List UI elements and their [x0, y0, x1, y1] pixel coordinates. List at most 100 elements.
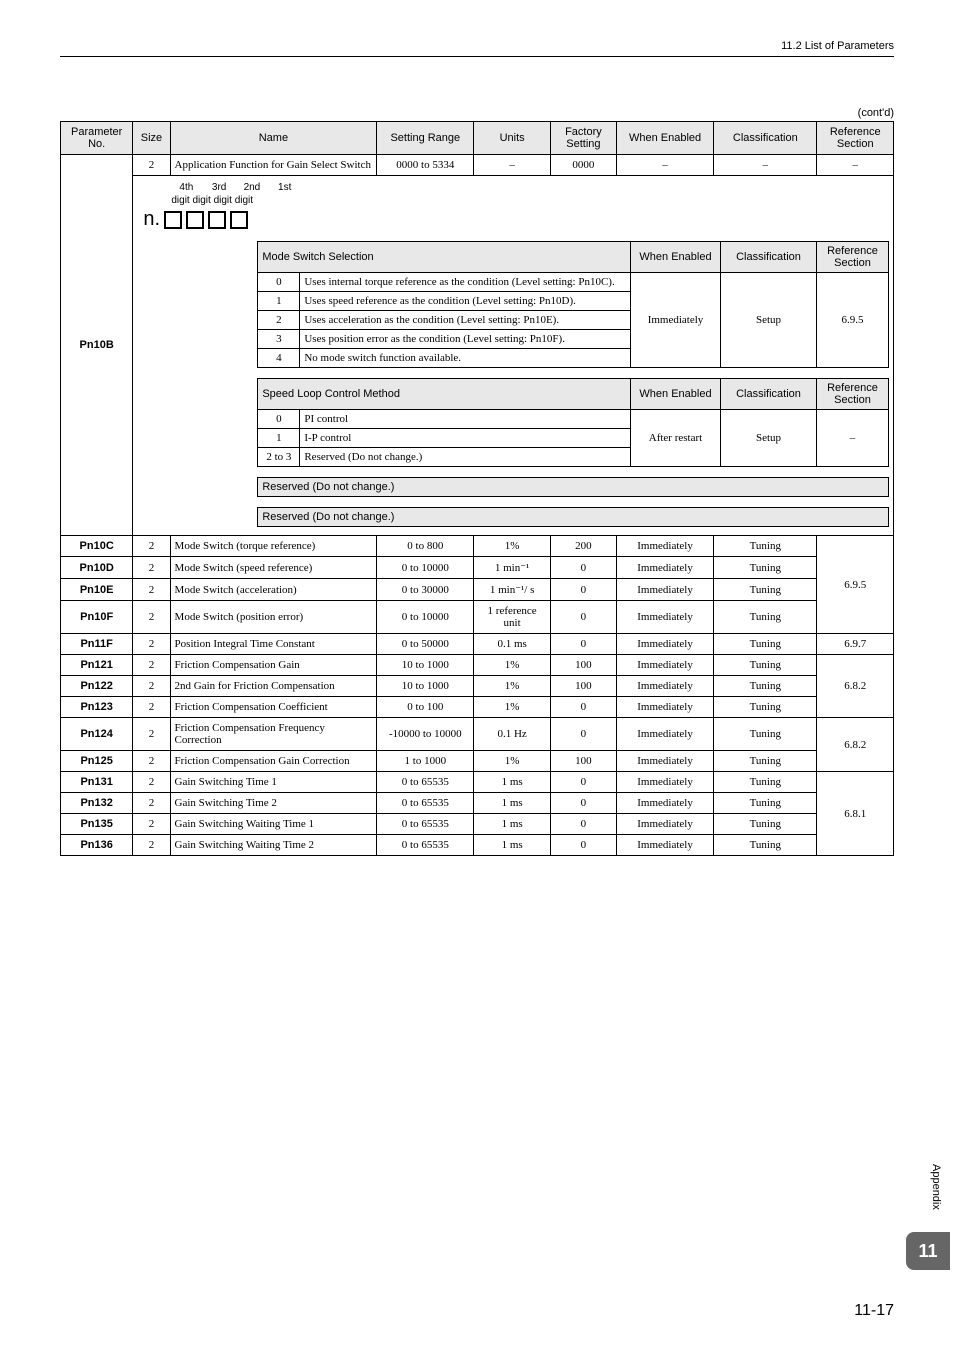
- digit-box: [230, 211, 248, 229]
- ms-when: Immediately: [631, 273, 721, 368]
- ms-key: 0: [258, 273, 300, 292]
- n-prefix: n.: [143, 208, 160, 231]
- digit-box: [186, 211, 204, 229]
- factory-cell: 200: [550, 536, 616, 557]
- setting-cell: 0 to 65535: [377, 835, 474, 856]
- factory-cell: 0: [550, 835, 616, 856]
- when-cell: Immediately: [616, 793, 713, 814]
- class-cell: Tuning: [714, 835, 817, 856]
- size-cell: 2: [133, 676, 170, 697]
- when-cell: Immediately: [616, 697, 713, 718]
- units-cell: 1%: [474, 697, 550, 718]
- ms-key: 3: [258, 330, 300, 349]
- inner-when-hdr: When Enabled: [631, 379, 721, 410]
- when-cell: Immediately: [616, 835, 713, 856]
- size-cell: 2: [133, 814, 170, 835]
- size-cell: 2: [133, 655, 170, 676]
- table-header-row: Parameter No. Size Name Setting Range Un…: [61, 122, 894, 155]
- ms-val: Uses internal torque reference as the co…: [300, 273, 631, 292]
- units-cell: 1 reference unit: [474, 601, 550, 634]
- sl-key: 1: [258, 429, 300, 448]
- ms-key: 2: [258, 311, 300, 330]
- units-cell: 1 ms: [474, 793, 550, 814]
- units-cell: 1 min⁻¹: [474, 557, 550, 579]
- factory-cell: 0: [550, 772, 616, 793]
- class-cell: Tuning: [714, 676, 817, 697]
- ms-class: Setup: [721, 273, 817, 368]
- table-row: Pn10C2Mode Switch (torque reference)0 to…: [61, 536, 894, 557]
- class-cell: Tuning: [714, 814, 817, 835]
- units-cell: 1%: [474, 751, 550, 772]
- param-id: Pn11F: [61, 634, 133, 655]
- digit-1: 1st: [270, 182, 300, 193]
- speed-loop-title: Speed Loop Control Method: [258, 379, 631, 410]
- digit-box: [208, 211, 226, 229]
- mode-switch-title: Mode Switch Selection: [258, 242, 631, 273]
- factory-cell: 0: [550, 718, 616, 751]
- nested-wrap: 4th 3rd 2nd 1st digit digit digit digit …: [133, 176, 893, 527]
- col-param: Parameter No.: [61, 122, 133, 155]
- name-cell: Friction Compensation Frequency Correcti…: [170, 718, 377, 751]
- size-cell: 2: [133, 634, 170, 655]
- digit-3: 3rd: [204, 182, 234, 193]
- factory-cell: 0000: [550, 155, 616, 176]
- table-row: Pn1212Friction Compensation Gain10 to 10…: [61, 655, 894, 676]
- header-section: 11.2 List of Parameters: [60, 40, 894, 57]
- units-cell: –: [474, 155, 550, 176]
- size-cell: 2: [133, 751, 170, 772]
- factory-cell: 100: [550, 751, 616, 772]
- ms-key: 4: [258, 349, 300, 368]
- sl-val: PI control: [300, 410, 631, 429]
- reserved-label: Reserved (Do not change.): [258, 478, 889, 497]
- table-row: Pn1352Gain Switching Waiting Time 10 to …: [61, 814, 894, 835]
- table-row: Pn10F2Mode Switch (position error)0 to 1…: [61, 601, 894, 634]
- class-cell: Tuning: [714, 751, 817, 772]
- units-cell: 1 ms: [474, 814, 550, 835]
- param-id: Pn136: [61, 835, 133, 856]
- sl-ref: –: [817, 410, 889, 467]
- ms-val: Uses acceleration as the condition (Leve…: [300, 311, 631, 330]
- sl-when: After restart: [631, 410, 721, 467]
- inner-class-hdr: Classification: [721, 242, 817, 273]
- param-id: Pn122: [61, 676, 133, 697]
- col-ref: Reference Section: [817, 122, 894, 155]
- ms-key: 1: [258, 292, 300, 311]
- size-cell: 2: [133, 536, 170, 557]
- param-id: Pn10B: [61, 155, 133, 536]
- table-row: Pn10D2Mode Switch (speed reference)0 to …: [61, 557, 894, 579]
- param-id: Pn10C: [61, 536, 133, 557]
- contd-label: (cont'd): [60, 107, 894, 119]
- reserved-table-2: Reserved (Do not change.): [257, 507, 889, 527]
- units-cell: 0.1 ms: [474, 634, 550, 655]
- setting-cell: -10000 to 10000: [377, 718, 474, 751]
- param-id: Pn131: [61, 772, 133, 793]
- class-cell: Tuning: [714, 772, 817, 793]
- sl-class: Setup: [721, 410, 817, 467]
- class-cell: Tuning: [714, 536, 817, 557]
- col-factory: Factory Setting: [550, 122, 616, 155]
- when-cell: Immediately: [616, 814, 713, 835]
- param-id: Pn132: [61, 793, 133, 814]
- size-cell: 2: [133, 579, 170, 601]
- inner-ref-hdr: Reference Section: [817, 242, 889, 273]
- sl-val: Reserved (Do not change.): [300, 448, 631, 467]
- size-cell: 2: [133, 793, 170, 814]
- name-cell: Gain Switching Waiting Time 1: [170, 814, 377, 835]
- setting-cell: 0 to 65535: [377, 793, 474, 814]
- digit-4: 4th: [171, 182, 201, 193]
- ms-val: Uses speed reference as the condition (L…: [300, 292, 631, 311]
- size-cell: 2: [133, 697, 170, 718]
- page-number: 11-17: [854, 1302, 894, 1320]
- units-cell: 1 min⁻¹/ s: [474, 579, 550, 601]
- name-cell: Friction Compensation Coefficient: [170, 697, 377, 718]
- col-units: Units: [474, 122, 550, 155]
- when-cell: Immediately: [616, 772, 713, 793]
- param-id: Pn121: [61, 655, 133, 676]
- param-id: Pn10F: [61, 601, 133, 634]
- units-cell: 0.1 Hz: [474, 718, 550, 751]
- size-cell: 2: [133, 718, 170, 751]
- appendix-label: Appendix: [930, 1164, 942, 1210]
- setting-cell: 0 to 50000: [377, 634, 474, 655]
- name-cell: Mode Switch (position error): [170, 601, 377, 634]
- table-row: Pn10E2Mode Switch (acceleration)0 to 300…: [61, 579, 894, 601]
